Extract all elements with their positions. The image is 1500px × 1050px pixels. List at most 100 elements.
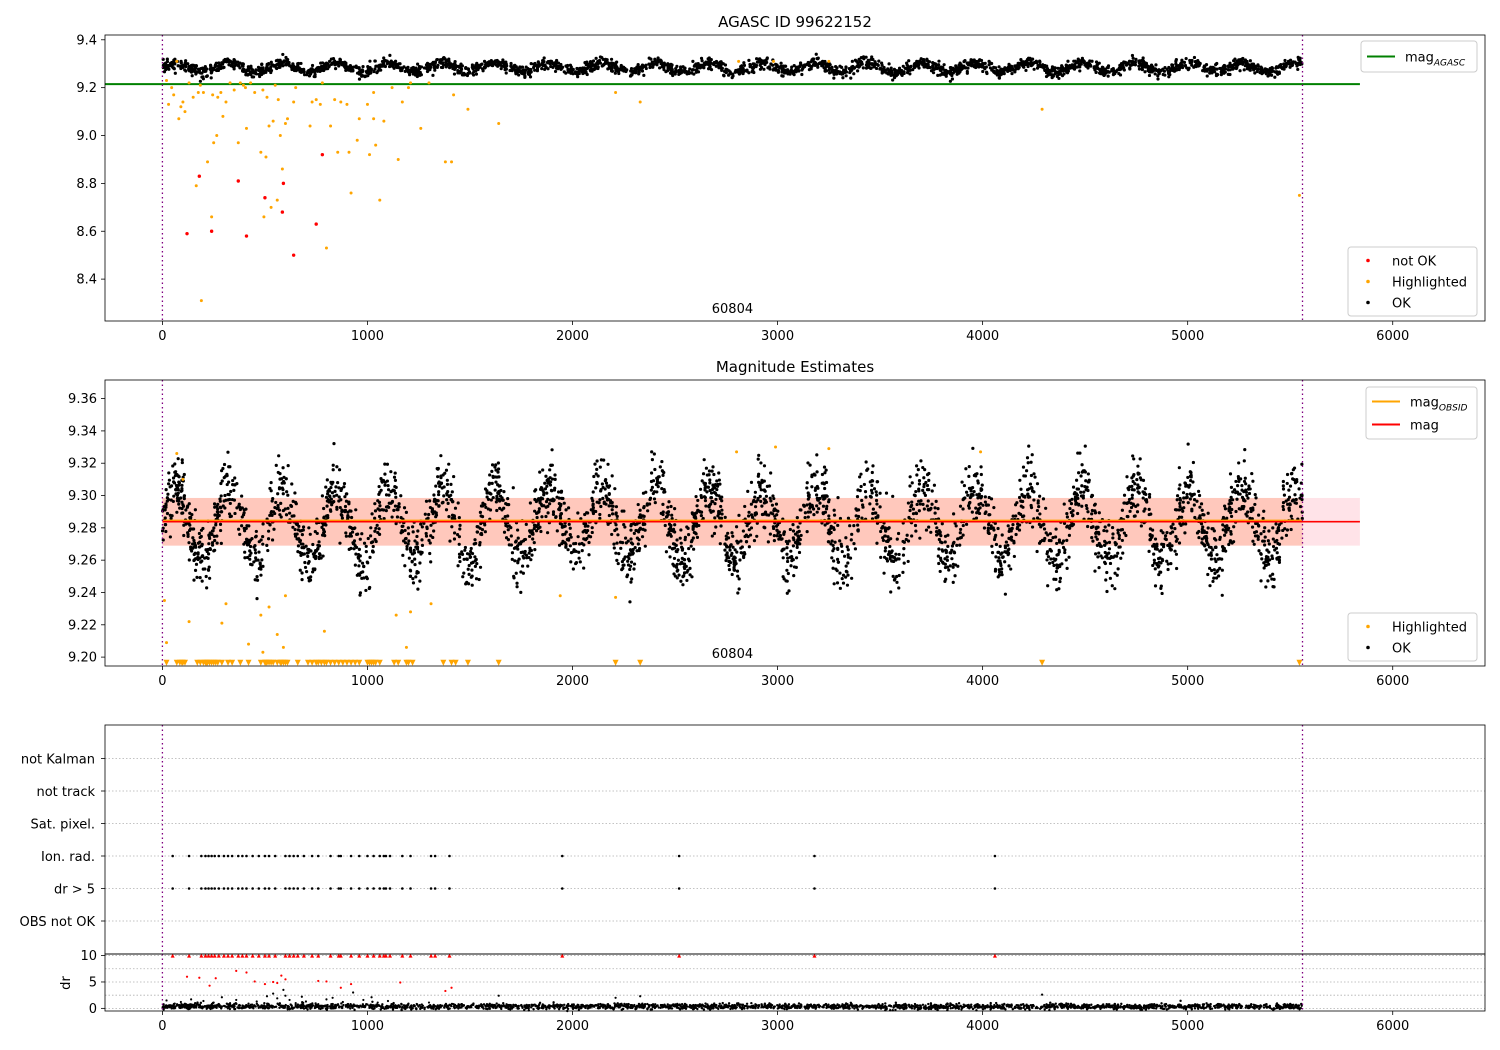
data-point — [493, 488, 497, 492]
data-point — [852, 66, 857, 70]
data-point — [1097, 551, 1101, 555]
data-point — [275, 66, 279, 71]
data-point — [1285, 528, 1290, 532]
data-point — [799, 533, 803, 538]
data-point — [296, 62, 300, 66]
data-point — [187, 541, 191, 545]
data-point — [597, 58, 602, 63]
data-point — [918, 502, 922, 506]
data-point — [519, 570, 523, 574]
data-point — [688, 67, 692, 71]
data-point — [229, 489, 233, 494]
data-point — [509, 61, 513, 66]
data-point — [785, 568, 789, 572]
data-point — [978, 64, 982, 69]
data-point — [594, 56, 598, 60]
data-point — [269, 205, 273, 209]
data-point — [194, 184, 198, 188]
data-point — [161, 538, 165, 542]
data-point — [816, 65, 820, 69]
data-point — [959, 527, 963, 532]
data-point — [590, 526, 594, 530]
data-point — [615, 541, 619, 545]
data-point — [177, 475, 181, 479]
data-point — [242, 68, 246, 72]
data-point — [532, 62, 536, 66]
data-point — [852, 72, 856, 76]
data-point — [328, 59, 332, 63]
data-point — [243, 550, 247, 554]
data-point — [295, 67, 299, 72]
data-point — [911, 512, 916, 516]
data-point — [246, 66, 251, 71]
data-point — [529, 62, 533, 66]
data-point — [216, 68, 221, 73]
data-point — [1116, 551, 1120, 555]
data-point — [1144, 61, 1149, 65]
data-point — [1200, 537, 1204, 541]
data-point — [282, 59, 286, 63]
data-point — [1228, 472, 1233, 476]
data-point — [695, 535, 700, 540]
data-point — [1131, 56, 1135, 60]
data-point — [731, 534, 735, 538]
data-point — [502, 489, 506, 494]
data-point — [1013, 65, 1018, 69]
data-point — [1241, 60, 1245, 64]
data-point — [397, 502, 401, 506]
data-point — [742, 63, 747, 67]
data-point — [1137, 67, 1142, 71]
data-point — [1298, 504, 1303, 509]
data-point — [462, 571, 466, 575]
data-point — [764, 58, 768, 62]
data-point — [875, 493, 879, 497]
data-point — [1069, 502, 1074, 506]
data-point — [220, 62, 225, 66]
data-point — [385, 62, 389, 66]
data-point — [1271, 584, 1275, 589]
data-point — [1065, 512, 1069, 516]
data-point — [654, 61, 658, 65]
data-point — [164, 529, 168, 534]
data-point — [1174, 59, 1178, 63]
data-point — [172, 480, 176, 484]
data-point — [1176, 63, 1180, 68]
data-point — [401, 553, 405, 557]
data-point — [372, 90, 376, 94]
data-point — [712, 472, 716, 477]
data-point — [304, 544, 308, 548]
data-point — [1096, 525, 1100, 529]
data-point — [768, 496, 772, 500]
data-point — [755, 534, 759, 538]
data-point — [484, 505, 488, 509]
data-point — [1045, 67, 1050, 72]
data-point — [566, 67, 570, 72]
data-point — [357, 66, 361, 71]
data-point — [791, 536, 795, 540]
data-point — [707, 60, 711, 64]
data-point — [1082, 59, 1086, 64]
data-point — [1003, 544, 1007, 548]
data-point — [1127, 497, 1132, 502]
data-point — [945, 555, 949, 559]
data-point — [1106, 74, 1110, 78]
data-point — [919, 499, 923, 503]
data-point — [428, 499, 432, 503]
data-point — [453, 506, 458, 510]
data-point — [194, 64, 199, 68]
data-point — [1229, 532, 1233, 536]
data-point — [190, 513, 194, 517]
data-point — [1214, 73, 1219, 78]
data-point — [490, 481, 494, 486]
data-point — [520, 71, 524, 76]
data-point — [769, 499, 773, 503]
data-point — [774, 502, 779, 506]
data-point — [1275, 551, 1279, 555]
data-point — [1062, 502, 1066, 506]
data-point — [376, 69, 380, 73]
data-point — [399, 66, 403, 71]
data-point — [1266, 539, 1270, 543]
data-point — [625, 68, 629, 72]
data-point — [1035, 61, 1039, 65]
data-point — [516, 528, 520, 532]
